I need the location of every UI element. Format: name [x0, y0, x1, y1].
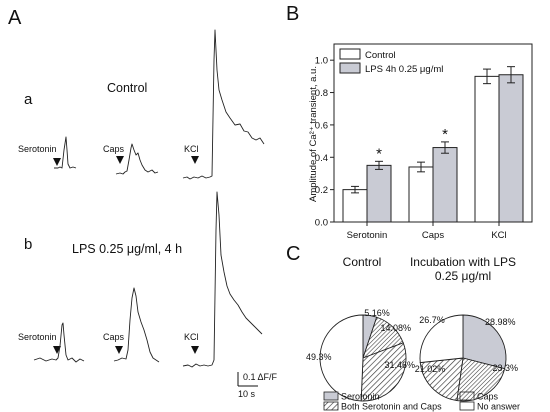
bar-chart: 0.0 0.2 0.4 0.6 0.8 1.0 Serotonin * Caps * KCl Cont… — [315, 43, 533, 241]
pie-legend-swatch — [459, 391, 475, 401]
pie-2-title-line-2: 0.25 μg/ml — [435, 269, 491, 283]
y-tick-label: 0.0 — [315, 218, 328, 229]
row-a-serotonin-label: Serotonin — [18, 144, 57, 154]
row-b-condition: LPS 0.25 μg/ml, 4 h — [72, 242, 182, 256]
panel-c-letter: C — [286, 243, 300, 265]
pie-1-slice-label: 14.08% — [380, 323, 411, 333]
row-a-serotonin-trace — [54, 136, 77, 169]
row-b-kcl-arrow-icon — [191, 346, 199, 354]
pie-legend-label: Serotonin — [341, 392, 380, 402]
row-b-caps-trace — [113, 287, 160, 363]
bar-control-caps — [408, 166, 434, 223]
y-tick-label: 0.6 — [315, 120, 328, 131]
row-b-kcl-trace — [182, 191, 263, 368]
pie-legend-label: Both Serotonin and Caps — [341, 402, 442, 412]
pie-2-slice-both-serotonin-and-caps — [419, 357, 464, 402]
pie-charts: 5.16% 14.08% 31.46% 49.3% 28.98% 23.3% 21.02% 2… — [306, 308, 518, 402]
pie-1-slice-label: 49.3% — [306, 352, 332, 362]
panel-b: B Amplitude of Ca²⁺ transient, a.u. 0.00… — [286, 3, 533, 241]
pie-1-title: Control — [343, 255, 382, 269]
bar-lps-caps — [432, 147, 458, 223]
row-a-kcl-trace — [182, 29, 265, 180]
pie-2-slice-no-answer — [419, 314, 464, 364]
y-tick-label: 0.4 — [315, 153, 328, 164]
pie-2-title-line-1: Incubation with LPS — [410, 255, 516, 269]
row-b-serotonin-arrow-icon — [53, 346, 61, 354]
panel-a: A a Control b LPS 0.25 μg/ml, 4 h Seroto… — [8, 7, 278, 399]
row-a-caps-arrow-icon — [116, 156, 124, 164]
panel-b-y-axis-label: Amplitude of Ca²⁺ transient, a.u. — [308, 66, 319, 202]
row-a-kcl-label: KCl — [184, 144, 199, 154]
significance-star: * — [376, 145, 382, 162]
row-b-kcl-label: KCl — [184, 332, 199, 342]
row-a-caps-label: Caps — [103, 144, 125, 154]
bar-control-serotonin — [342, 189, 368, 223]
pie-1-slice-label: 31.46% — [384, 360, 415, 370]
legend-swatch — [339, 48, 361, 60]
bar-lps-serotonin — [366, 164, 392, 223]
bar-lps-kcl — [498, 74, 524, 223]
pie-2-slice-label: 28.98% — [485, 317, 516, 327]
pie-2-slice-label: 26.7% — [419, 315, 445, 325]
scale-bar-amplitude-label: 0.1 ΔF/F — [243, 372, 278, 382]
pie-2-slice-label: 23.3% — [492, 363, 518, 373]
row-a-serotonin-arrow-icon — [53, 158, 61, 166]
pie-legend-swatch — [459, 401, 475, 411]
legend-swatch — [339, 62, 361, 74]
row-b-serotonin-label: Serotonin — [18, 332, 57, 342]
pie-legend-label: Caps — [477, 392, 499, 402]
y-tick-label: 0.8 — [315, 88, 328, 99]
pie-2-slice-serotonin — [462, 314, 507, 370]
pie-legend-swatch — [323, 391, 339, 401]
row-b-letter: b — [24, 236, 32, 253]
row-a-caps-trace — [115, 143, 159, 175]
row-a-letter: a — [24, 91, 33, 108]
panel-a-letter: A — [8, 7, 22, 29]
y-tick-label: 1.0 — [315, 56, 328, 67]
significance-star: * — [442, 126, 448, 143]
row-a-kcl-arrow-icon — [191, 156, 199, 164]
pie-legend-label: No answer — [477, 402, 520, 412]
pie-1-slice-label: 5.16% — [364, 308, 390, 318]
row-a-condition: Control — [107, 81, 147, 95]
legend-label: LPS 4h 0.25 μg/ml — [365, 64, 443, 75]
pie-2-slice-caps — [456, 357, 506, 402]
pie-legend-swatch — [323, 401, 339, 411]
x-tick-label: Serotonin — [347, 230, 388, 241]
pie-1-slice-both-serotonin-and-caps — [360, 342, 407, 402]
x-tick-label: KCl — [491, 230, 506, 241]
legend-label: Control — [365, 50, 396, 61]
scale-bar-time-label: 10 s — [238, 389, 256, 399]
row-b-serotonin-trace — [33, 322, 85, 363]
y-tick-label: 0.2 — [315, 185, 328, 196]
bar-control-kcl — [474, 75, 500, 223]
panel-c: C Control Incubation with LPS 0.25 μg/ml… — [286, 243, 520, 412]
panel-b-letter: B — [286, 3, 299, 25]
x-tick-label: Caps — [422, 230, 444, 241]
row-b-caps-arrow-icon — [115, 346, 123, 354]
pie-1-slice-no-answer — [319, 314, 364, 402]
row-b-caps-label: Caps — [103, 332, 125, 342]
pie-2-slice-label: 21.02% — [415, 364, 446, 374]
